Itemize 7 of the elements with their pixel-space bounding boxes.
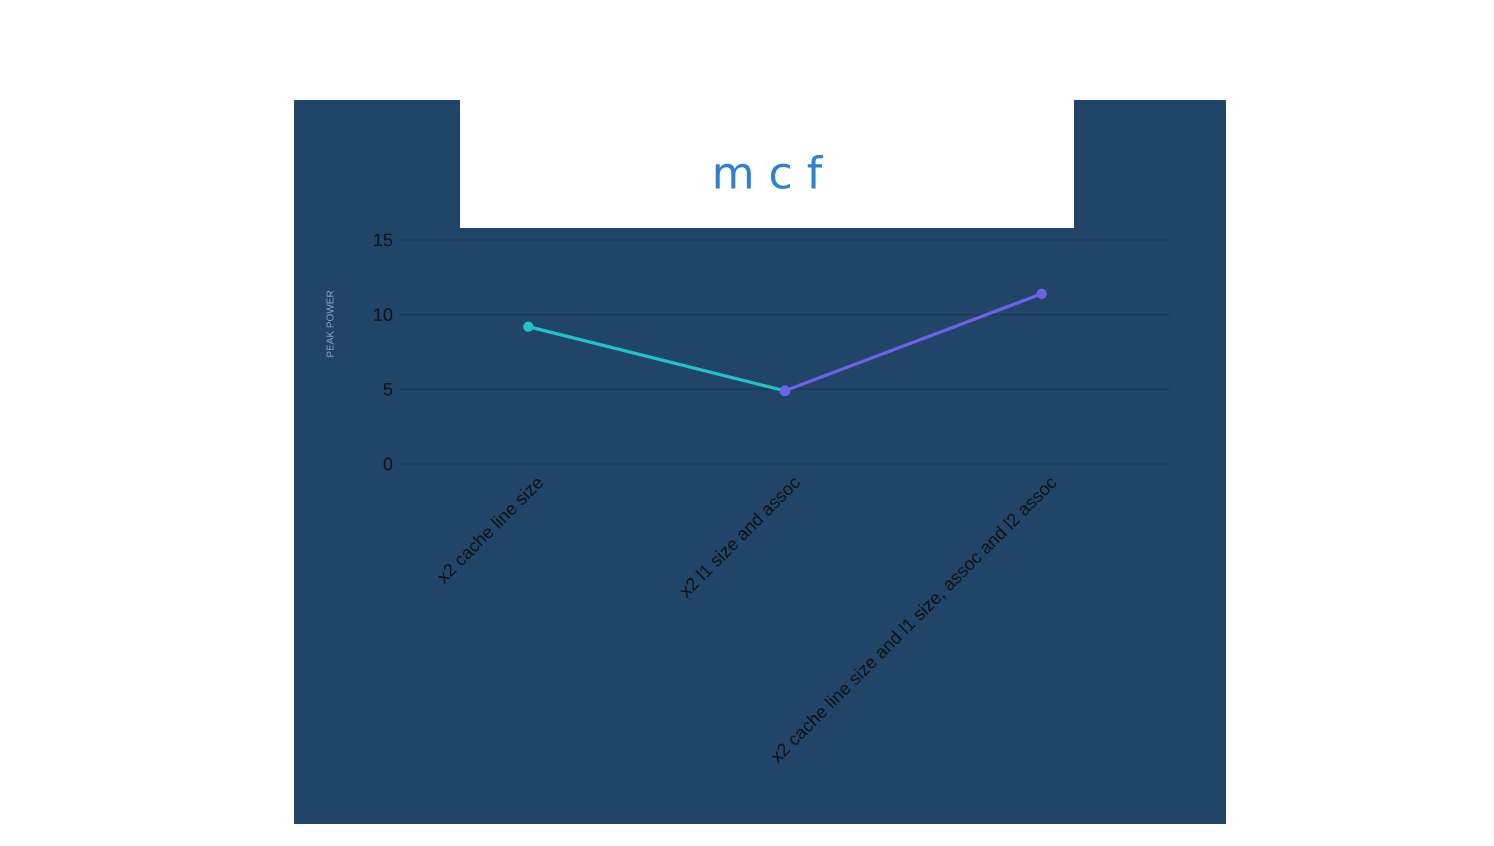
chart-title: m c f — [715, 154, 824, 190]
point — [1036, 288, 1047, 299]
y-tick-label: 10 — [374, 308, 393, 322]
y-tick-label: 0 — [383, 457, 393, 471]
y-tick-label: 15 — [374, 233, 393, 247]
y-tick-label: 5 — [383, 383, 393, 396]
point — [523, 321, 534, 332]
